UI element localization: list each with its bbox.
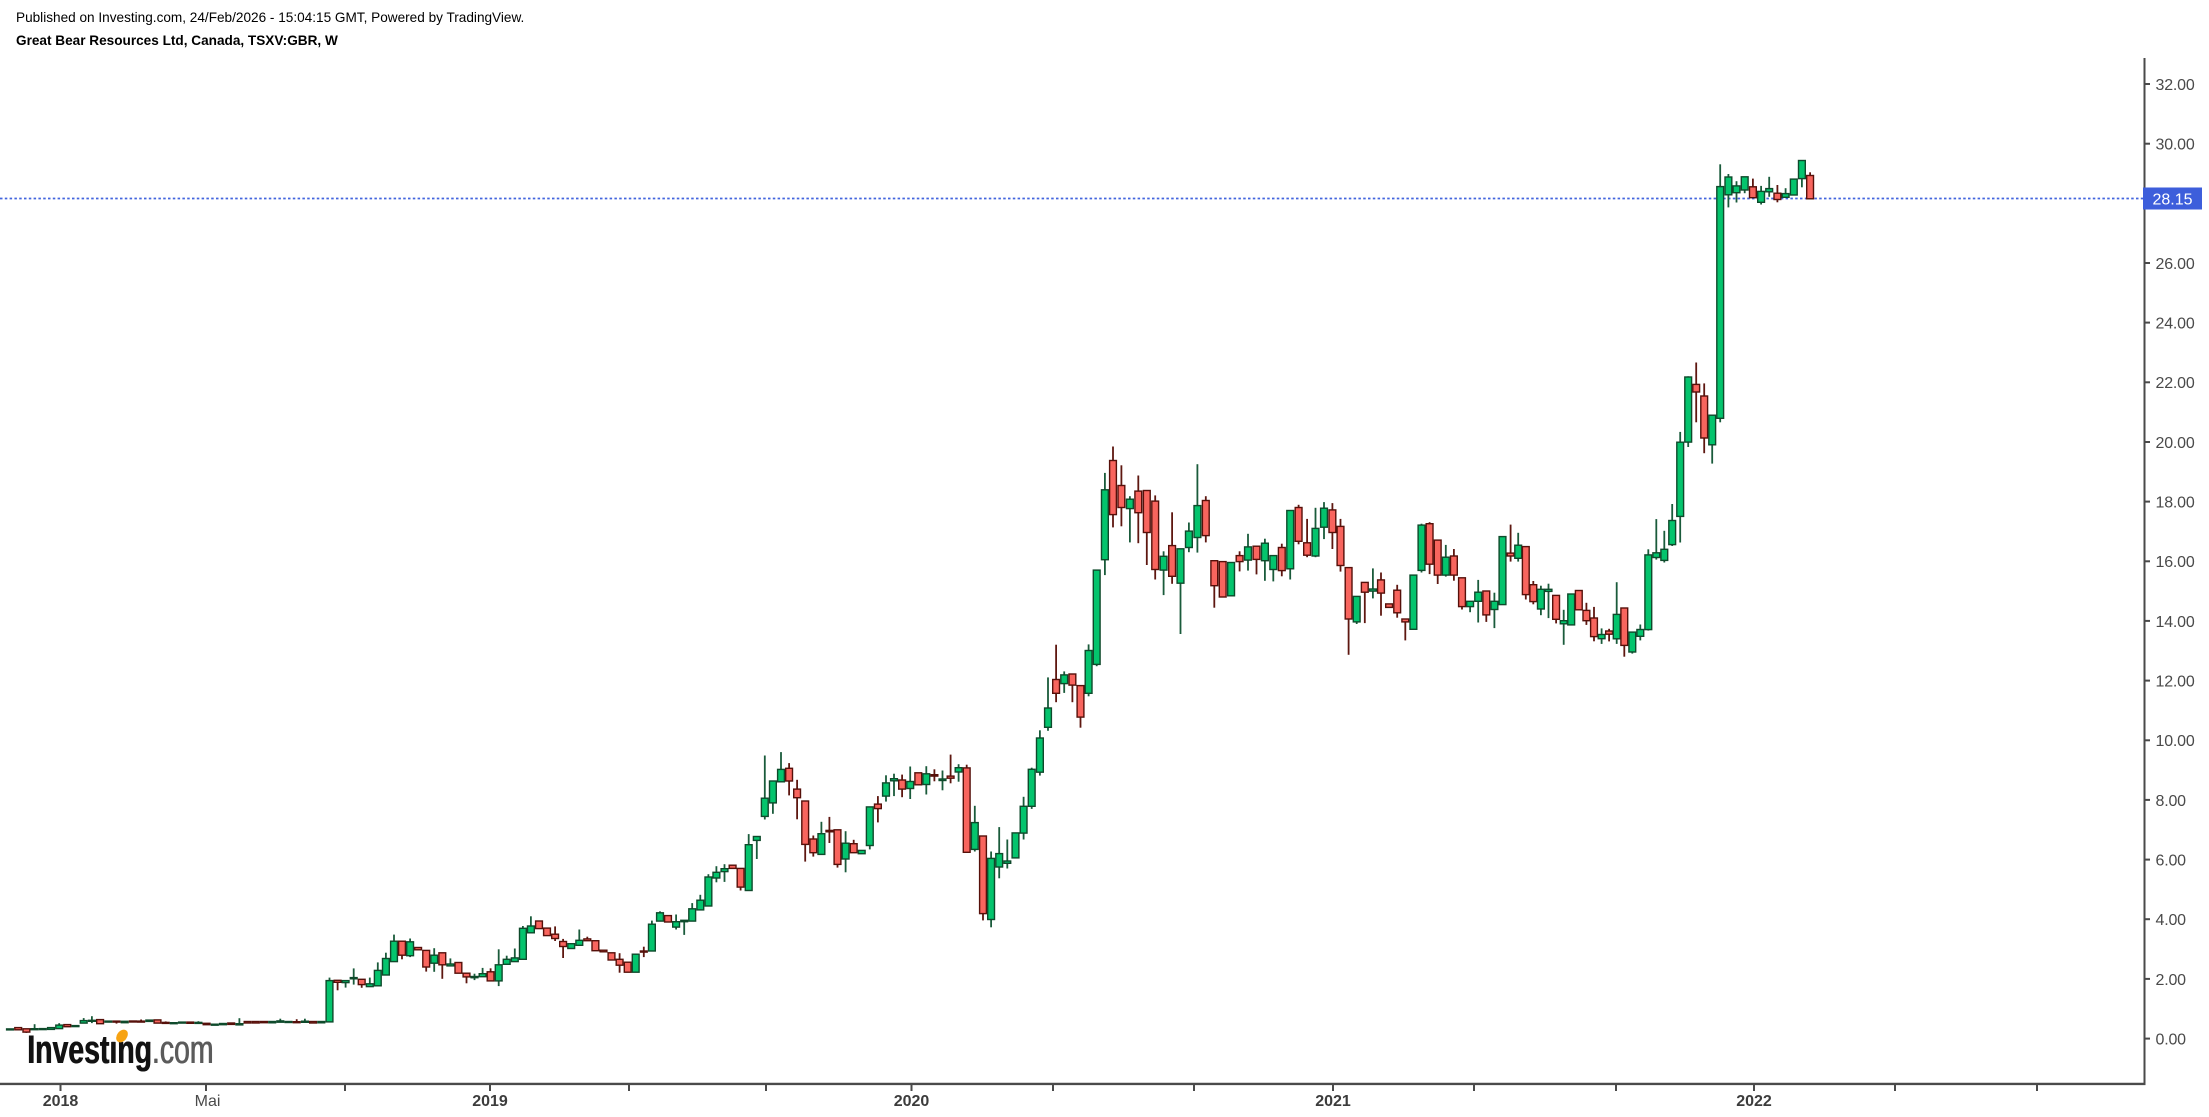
svg-text:30.00: 30.00 [2156, 137, 2195, 154]
svg-text:16.00: 16.00 [2156, 554, 2195, 571]
svg-text:24.00: 24.00 [2156, 316, 2195, 333]
svg-text:22.00: 22.00 [2156, 375, 2195, 392]
svg-text:18.00: 18.00 [2156, 495, 2195, 512]
svg-text:2.00: 2.00 [2156, 972, 2187, 989]
svg-text:2021: 2021 [1315, 1093, 1351, 1110]
svg-text:32.00: 32.00 [2156, 77, 2195, 94]
svg-text:Mai: Mai [195, 1093, 221, 1110]
svg-text:4.00: 4.00 [2156, 912, 2187, 929]
svg-text:20.00: 20.00 [2156, 435, 2195, 452]
svg-text:2020: 2020 [894, 1093, 930, 1110]
svg-text:28.15: 28.15 [2152, 191, 2192, 208]
svg-text:6.00: 6.00 [2156, 853, 2187, 870]
svg-text:2019: 2019 [472, 1093, 508, 1110]
svg-text:0.00: 0.00 [2156, 1032, 2187, 1049]
svg-text:10.00: 10.00 [2156, 733, 2195, 750]
svg-text:2022: 2022 [1736, 1093, 1772, 1110]
svg-text:2018: 2018 [43, 1093, 79, 1110]
svg-text:12.00: 12.00 [2156, 674, 2195, 691]
svg-text:8.00: 8.00 [2156, 793, 2187, 810]
svg-text:26.00: 26.00 [2156, 256, 2195, 273]
svg-text:14.00: 14.00 [2156, 614, 2195, 631]
